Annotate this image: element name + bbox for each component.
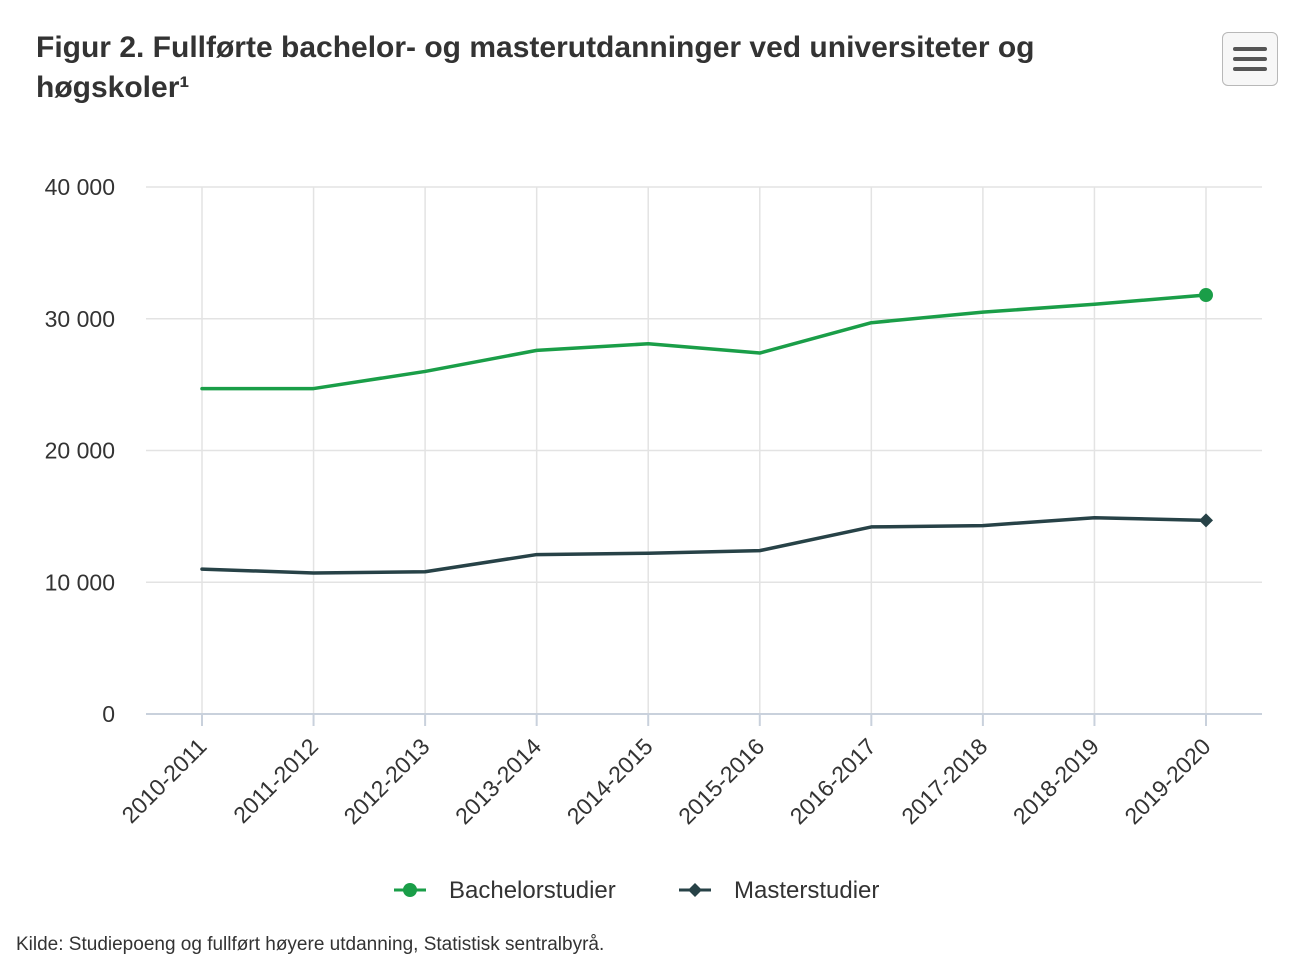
x-tick-label: 2015-2016	[673, 733, 769, 829]
legend-item-0[interactable]: Bachelorstudier	[394, 877, 616, 904]
legend-label: Bachelorstudier	[449, 877, 616, 904]
legend-label: Masterstudier	[734, 877, 879, 904]
series-marker-1[interactable]	[1199, 513, 1213, 528]
series-marker-0[interactable]	[1199, 288, 1213, 303]
grid-layer	[146, 186, 1262, 714]
x-tick-label: 2014-2015	[562, 733, 658, 829]
y-tick-label: 0	[102, 701, 115, 727]
legend-circle-marker	[403, 883, 417, 897]
chart-title: Figur 2. Fullførte bachelor- og masterut…	[36, 31, 1035, 104]
x-tick-label: 2017-2018	[896, 733, 992, 829]
x-tick-label: 2019-2020	[1119, 733, 1215, 829]
legend-item-1[interactable]: Masterstudier	[679, 877, 879, 904]
x-tick-label: 2012-2013	[338, 733, 434, 829]
line-chart: 0 10 000 20 000 30 000 40 000 2010-2011 2011-2…	[45, 174, 1262, 904]
x-tick-label: 2010-2011	[117, 733, 212, 828]
hamburger-menu-icon	[1233, 47, 1267, 71]
y-tick-label: 10 000	[45, 569, 115, 595]
legend-diamond-marker	[688, 883, 702, 897]
y-tick-label: 20 000	[45, 438, 115, 464]
x-tick-label: 2016-2017	[785, 733, 881, 829]
series-line-0[interactable]	[200, 293, 1208, 391]
legend[interactable]: Bachelorstudier Masterstudier	[394, 877, 879, 904]
axis-layer: 0 10 000 20 000 30 000 40 000 2010-2011 2011-2…	[45, 174, 1262, 829]
series-line-1[interactable]	[200, 515, 1208, 575]
chart-menu-button[interactable]	[1222, 32, 1278, 86]
x-tick-label: 2018-2019	[1008, 733, 1104, 829]
y-tick-label: 40 000	[45, 174, 115, 200]
x-tick-label: 2013-2014	[450, 733, 546, 829]
series-layer	[200, 288, 1213, 575]
source-note: Kilde: Studiepoeng og fullført høyere ut…	[16, 934, 605, 955]
y-tick-label: 30 000	[45, 306, 115, 332]
x-tick-label: 2011-2012	[228, 733, 323, 828]
